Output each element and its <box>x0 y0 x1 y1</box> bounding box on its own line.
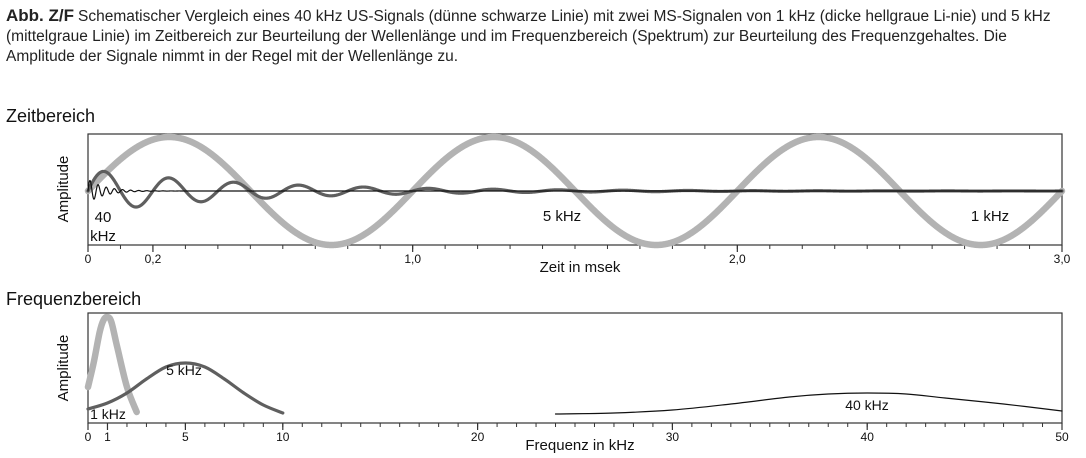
x-tick-label: 20 <box>471 430 485 444</box>
freq-series-1-khz <box>84 313 140 416</box>
time-series-40khz <box>87 179 1063 200</box>
freq-series-5-khz <box>86 361 285 415</box>
label-5khz: 5 kHz <box>543 208 581 225</box>
time-x-axis-label: Zeit in msek <box>540 259 621 276</box>
x-tick-label: 40 <box>861 430 875 444</box>
x-tick-label: 30 <box>666 430 680 444</box>
x-tick-label: 5 <box>182 430 189 444</box>
time-domain-title: Zeitbereich <box>6 106 96 126</box>
label-1khz: 1 kHz <box>971 208 1009 225</box>
x-tick-label: 1 <box>104 430 111 444</box>
label-40khz-value: 40 <box>95 209 112 226</box>
frequency-domain-chart: 0 1 5 10 20 30 40 50 Amplitude Frequenz in kHz … <box>55 312 1069 454</box>
figure-caption: Abb. Z/F Schematischer Vergleich eines 40… <box>6 6 1078 67</box>
time-domain-chart: 0 0,2 1,0 2,0 3,0 Amplitude Zeit in msek 40 … <box>55 133 1071 276</box>
freq-plot-frame <box>87 312 1063 424</box>
figure-label: Abb. Z/F <box>6 6 74 25</box>
freq-y-axis-label: Amplitude <box>55 335 72 402</box>
freq-label-40khz: 40 kHz <box>845 397 889 413</box>
x-tick-label: 0 <box>85 430 92 444</box>
freq-x-axis-label: Frequenz in kHz <box>525 437 634 454</box>
freq-label-1khz: 1 kHz <box>90 406 126 422</box>
caption-text: Schematischer Vergleich eines 40 kHz US-… <box>6 8 1051 65</box>
time-y-axis-label: Amplitude <box>55 156 72 223</box>
freq-label-5khz: 5 kHz <box>166 362 202 378</box>
x-tick-label: 1,0 <box>404 252 421 266</box>
x-tick-label: 2,0 <box>729 252 746 266</box>
time-series-group <box>84 133 1066 249</box>
x-tick-label: 0,2 <box>145 252 162 266</box>
x-tick-label: 10 <box>276 430 290 444</box>
freq-series-40-khz <box>554 392 1063 415</box>
x-tick-label: 0 <box>85 252 92 266</box>
frequency-domain-title: Frequenzbereich <box>6 289 142 309</box>
label-40khz-unit: kHz <box>90 228 116 245</box>
time-x-ticks: 0 0,2 1,0 2,0 3,0 <box>85 245 1071 266</box>
x-tick-label: 3,0 <box>1054 252 1071 266</box>
freq-x-ticks: 0 1 5 10 20 30 40 50 <box>85 423 1069 444</box>
x-tick-label: 50 <box>1055 430 1069 444</box>
freq-series-group <box>84 313 1063 416</box>
